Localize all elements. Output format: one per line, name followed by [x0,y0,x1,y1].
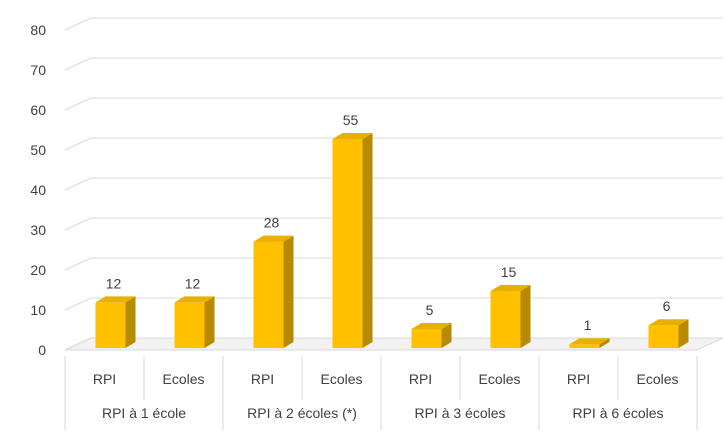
bar [332,139,363,348]
category-label: Ecoles [636,371,678,387]
bar [569,344,600,348]
bar-top [174,296,215,303]
y-tick-label: 60 [30,102,46,118]
y-tick-label: 30 [30,222,46,238]
data-label: 6 [663,298,671,314]
data-label: 28 [264,215,280,231]
category-label: Ecoles [478,371,520,387]
gridline-side [64,97,92,111]
bar-side [599,338,610,348]
y-tick-label: 80 [30,22,46,38]
data-label: 5 [426,302,434,318]
y-tick-label: 70 [30,62,46,78]
category-label: RPI [567,371,590,387]
bar-top [411,323,452,329]
data-label: 12 [185,275,201,291]
bar-top [95,296,136,303]
bar-side [520,285,531,348]
group-label: RPI à 1 école [102,405,186,421]
gridline-side [64,177,92,191]
gridline-side [64,17,92,31]
bar-top [332,133,373,139]
category-label: RPI [409,371,432,387]
data-label: 12 [106,275,122,291]
chart-floor [64,337,724,351]
bar-top [253,235,294,242]
gridline-side [64,257,92,271]
gridline-side [64,137,92,151]
bar-side [678,319,689,348]
bar-side [362,133,373,348]
bar [490,291,521,348]
group-label: RPI à 6 écoles [572,405,663,421]
category-label: Ecoles [162,371,204,387]
category-label: Ecoles [320,371,362,387]
bar-top [490,285,531,291]
bar [253,241,284,348]
y-tick-label: 0 [38,342,46,358]
data-label: 1 [584,317,592,333]
category-label: RPI [93,371,116,387]
bar-side [125,296,136,348]
gridline-side [64,217,92,231]
bar-side [441,323,452,348]
bar [648,325,679,348]
bar [411,329,442,348]
group-label: RPI à 3 écoles [414,405,505,421]
data-label: 15 [501,264,517,280]
bar [174,302,205,348]
y-tick-label: 20 [30,262,46,278]
gridline-side [64,297,92,311]
group-label: RPI à 2 écoles (*) [247,405,357,421]
bar-side [204,296,215,348]
bar-top [569,338,610,345]
bar-top [648,319,689,326]
category-label: RPI [251,371,274,387]
data-label: 55 [343,112,359,128]
y-tick-label: 40 [30,182,46,198]
bar [95,302,126,348]
y-tick-label: 50 [30,142,46,158]
bar-side [283,235,294,348]
y-tick-label: 10 [30,302,46,318]
gridline-side [64,57,92,71]
